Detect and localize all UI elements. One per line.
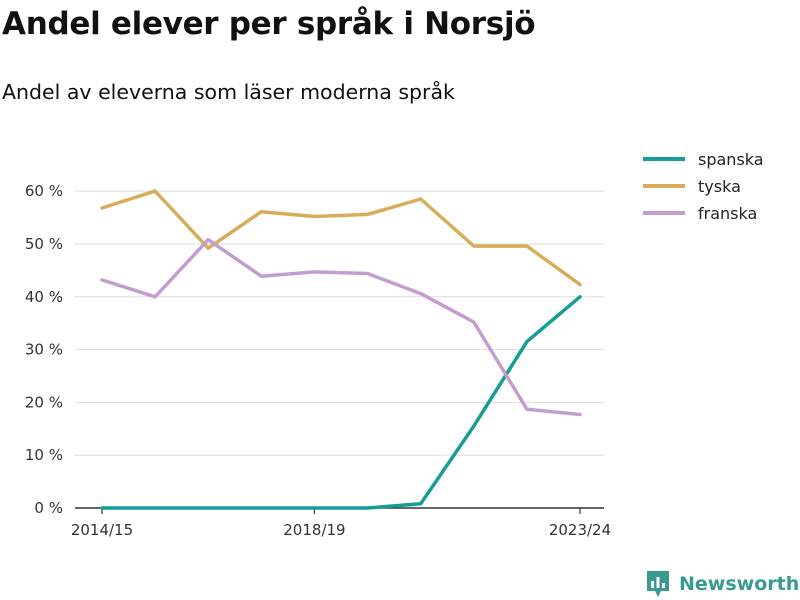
y-tick-label: 60 %: [25, 182, 63, 200]
y-axis-ticks: 0 % 10 % 20 % 30 % 40 % 50 % 60 %: [25, 182, 63, 517]
y-tick-label: 20 %: [25, 393, 63, 411]
newsworthy-logo-icon: [647, 571, 669, 597]
legend-label-franska: franska: [698, 204, 757, 223]
series-lines: [100, 189, 582, 510]
legend-label-tyska: tyska: [698, 177, 741, 196]
x-axis: 2014/15 2018/19 2023/24: [71, 507, 611, 539]
gridlines: [75, 190, 604, 456]
chart-subtitle: Andel av eleverna som läser moderna språ…: [2, 80, 455, 104]
chart-title: Andel elever per språk i Norsjö: [2, 6, 536, 42]
x-tick-label: 2023/24: [549, 521, 611, 539]
y-tick-label: 30 %: [25, 341, 63, 359]
brand-logo[interactable]: Newsworthy: [645, 569, 800, 599]
legend: spanska tyska franska: [643, 150, 764, 223]
y-tick-label: 40 %: [25, 288, 63, 306]
series-line-tyska: [100, 189, 582, 287]
y-tick-label: 0 %: [34, 499, 63, 517]
y-tick-label: 10 %: [25, 446, 63, 464]
x-tick-label: 2014/15: [71, 521, 133, 539]
brand-name: Newsworthy: [679, 573, 800, 595]
legend-label-spanska: spanska: [698, 150, 764, 169]
series-line-franska: [100, 237, 582, 417]
series-line-spanska: [100, 295, 582, 510]
y-tick-label: 50 %: [25, 235, 63, 253]
x-tick-label: 2018/19: [283, 521, 345, 539]
